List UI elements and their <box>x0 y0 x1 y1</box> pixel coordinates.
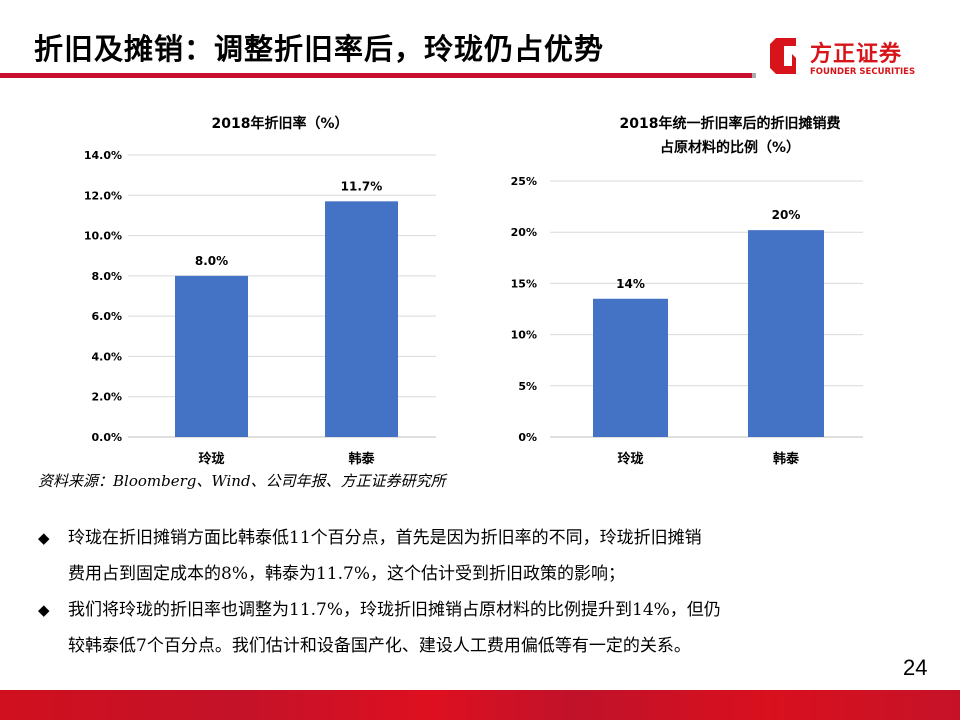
y-tick-label: 4.0% <box>91 350 122 363</box>
diamond-bullet-icon: ◆ <box>38 601 50 619</box>
bar-1 <box>748 230 824 437</box>
footer-band <box>0 690 960 720</box>
logo-en-text: FOUNDER SECURITIES <box>810 67 916 77</box>
y-tick-label: 2.0% <box>91 391 122 404</box>
slide-title: 折旧及摊销：调整折旧率后，玲珑仍占优势 <box>34 32 605 66</box>
bar-0 <box>593 298 668 437</box>
y-tick-label: 8.0% <box>91 270 122 283</box>
bullet-list: ◆ 玲珑在折旧摊销方面比韩泰低11个百分点，首先是因为折旧率的不同，玲珑折旧摊销… <box>36 520 896 664</box>
y-tick-label: 12.0% <box>84 189 122 202</box>
category-label: 玲珑 <box>198 451 224 467</box>
bullet-item: ◆ 玲珑在折旧摊销方面比韩泰低11个百分点，首先是因为折旧率的不同，玲珑折旧摊销… <box>36 520 896 592</box>
y-tick-label: 5% <box>518 380 537 393</box>
y-tick-label: 6.0% <box>91 310 122 323</box>
data-label: 8.0% <box>195 254 228 268</box>
bar-0 <box>175 275 248 437</box>
bullet-line: 较韩泰低7个百分点。我们估计和设备国产化、建设人工费用偏低等有一定的关系。 <box>68 636 691 656</box>
y-tick-label: 20% <box>511 226 537 239</box>
bullet-line: 我们将玲珑的折旧率也调整为11.7%，玲珑折旧摊销占原材料的比例提升到14%，但… <box>68 600 721 620</box>
bullet-line: 费用占到固定成本的8%，韩泰为11.7%，这个估计受到折旧政策的影响； <box>68 564 625 584</box>
data-label: 14% <box>616 277 645 291</box>
page-number: 24 <box>903 655 928 680</box>
title-divider <box>0 73 756 78</box>
chart-title: 2018年统一折旧率后的折旧摊销费 <box>620 115 841 132</box>
diamond-bullet-icon: ◆ <box>38 529 50 547</box>
founder-logo: 方正证券 FOUNDER SECURITIES <box>770 36 930 78</box>
depreciation-rate-chart: 2018年折旧率（%） 0.0% 2.0% 4.0% 6.0% 8.0% 10.0% 12.0… <box>84 115 436 467</box>
chart-title: 占原材料的比例（%） <box>660 139 800 156</box>
bullet-item: ◆ 我们将玲珑的折旧率也调整为11.7%，玲珑折旧摊销占原材料的比例提升到14%… <box>36 592 896 664</box>
category-label: 玲珑 <box>617 451 643 467</box>
y-tick-label: 10.0% <box>84 230 122 243</box>
y-tick-label: 0.0% <box>91 431 122 444</box>
y-tick-label: 25% <box>511 175 537 188</box>
y-tick-label: 0% <box>518 431 537 444</box>
data-label: 20% <box>772 208 801 222</box>
category-label: 韩泰 <box>348 451 375 467</box>
bar-1 <box>325 201 398 437</box>
source-note: 资料来源：Bloomberg、Wind、公司年报、方正证券研究所 <box>38 472 446 490</box>
logo-cn-text: 方正证券 <box>810 42 903 67</box>
bullet-line: 玲珑在折旧摊销方面比韩泰低11个百分点，首先是因为折旧率的不同，玲珑折旧摊销 <box>68 528 702 548</box>
chart-title: 2018年折旧率（%） <box>212 115 349 132</box>
data-label: 11.7% <box>341 179 383 193</box>
category-label: 韩泰 <box>773 451 800 467</box>
logo-mark-icon <box>770 38 796 74</box>
y-tick-label: 10% <box>511 329 537 342</box>
y-tick-label: 14.0% <box>84 149 122 162</box>
y-tick-label: 15% <box>511 277 537 290</box>
